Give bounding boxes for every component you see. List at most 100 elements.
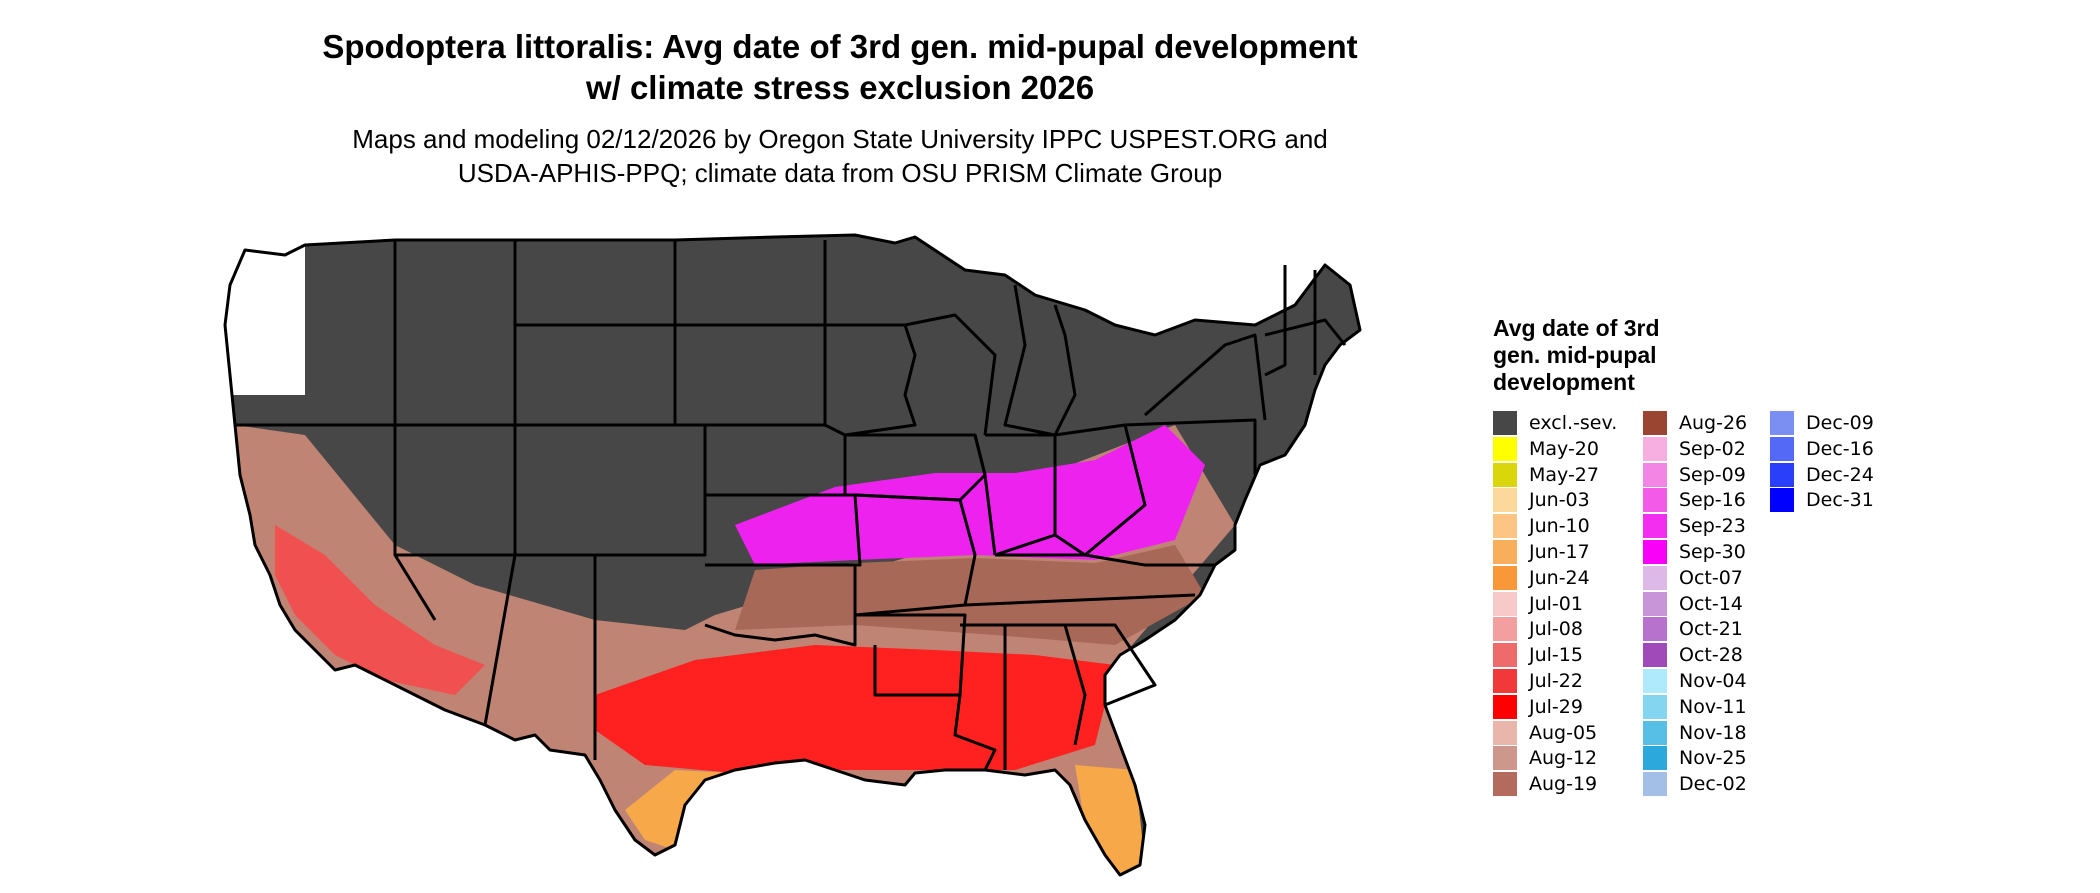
border-tennessee	[964, 593, 1196, 607]
legend-swatch	[1643, 436, 1667, 461]
map-title-line2: w/ climate stress exclusion 2026	[585, 69, 1095, 106]
legend-label: Aug-26	[1679, 412, 1748, 434]
desert-southwest-band	[275, 525, 485, 695]
state-borders	[223, 233, 1362, 877]
legend-swatch	[1493, 643, 1517, 668]
legend-item: May-20	[1493, 436, 1599, 462]
legend-swatch	[1493, 617, 1517, 642]
legend-label: Aug-05	[1529, 721, 1598, 744]
border-ohio-west-virginia	[1054, 423, 1147, 557]
southern-summer-band	[595, 645, 1115, 773]
legend-item: Jun-03	[1493, 487, 1590, 513]
legend-item: Jul-01	[1493, 591, 1583, 617]
legend-swatch	[1493, 772, 1517, 797]
legend-swatch	[1643, 540, 1667, 564]
border-illinois-indiana	[973, 434, 997, 556]
legend-swatch	[1493, 591, 1517, 616]
legend-item: May-27	[1493, 462, 1599, 488]
legend-swatch	[1643, 746, 1667, 771]
legend-item: Dec-09	[1770, 410, 1874, 436]
border-louisiana	[875, 693, 997, 771]
legend-swatch	[1643, 694, 1667, 719]
legend-item: Jul-08	[1493, 616, 1583, 642]
legend-item: Nov-11	[1643, 694, 1747, 720]
border-indiana-ohio	[985, 433, 1057, 557]
legend-item: Oct-21	[1643, 616, 1743, 642]
legend-item: Oct-07	[1643, 565, 1743, 591]
legend-item: Jul-22	[1493, 668, 1583, 694]
legend-label: Oct-07	[1679, 566, 1743, 589]
legend-label: excl.-sev.	[1529, 412, 1618, 434]
legend-swatch	[1643, 669, 1667, 693]
legend-item: Nov-04	[1643, 668, 1747, 694]
legend-label: Jul-22	[1529, 670, 1583, 692]
legend-label: Jul-01	[1529, 592, 1583, 615]
legend-swatch	[1643, 411, 1667, 435]
northern-development-band	[735, 425, 1205, 565]
florida-band	[1075, 765, 1145, 875]
us-map	[223, 233, 1362, 877]
legend-label: Dec-31	[1806, 489, 1874, 512]
legend-swatch	[1493, 462, 1517, 487]
legend-swatch	[1643, 591, 1667, 616]
legend-title-line: development	[1493, 369, 1635, 395]
legend-item: Aug-26	[1643, 410, 1747, 436]
legend-swatch	[1493, 411, 1517, 435]
border-vermont-new-hampshire	[1264, 265, 1287, 377]
border-michigan	[1003, 284, 1077, 437]
legend-label: Jul-29	[1529, 695, 1583, 718]
border-pennsylvania	[1124, 418, 1257, 475]
us-outline	[223, 233, 1362, 877]
legend-label: Dec-02	[1679, 773, 1747, 796]
border-minnesota	[825, 323, 917, 437]
legend-label: Nov-18	[1679, 721, 1747, 744]
border-arizona-new-mexico	[483, 554, 517, 726]
legend-label: Jun-10	[1529, 515, 1590, 538]
legend-label: Nov-04	[1679, 670, 1747, 692]
legend-label: Sep-16	[1679, 489, 1746, 512]
legend-item: Dec-02	[1643, 771, 1747, 797]
border-kentucky-virginia	[995, 553, 1215, 567]
legend-item: Dec-16	[1770, 436, 1874, 462]
legend-swatch	[1493, 746, 1517, 771]
legend-label: Aug-19	[1529, 773, 1598, 796]
legend-swatch	[1493, 514, 1517, 539]
legend-item: excl.-sev.	[1493, 410, 1617, 436]
border-new-york	[1144, 333, 1267, 421]
legend-item: Aug-12	[1493, 745, 1597, 771]
legend-swatch	[1770, 436, 1794, 461]
legend-item: Nov-18	[1643, 720, 1747, 746]
legend-label: Aug-12	[1529, 747, 1598, 770]
legend-item: Aug-05	[1493, 720, 1597, 746]
legend-label: Nov-25	[1679, 747, 1747, 770]
map-subtitle-line2: USDA-APHIS-PPQ; climate data from OSU PR…	[457, 158, 1223, 188]
legend-swatch	[1770, 411, 1794, 435]
map-title: Spodoptera littoralis: Avg date of 3rd g…	[0, 26, 1680, 108]
legend-swatch	[1643, 617, 1667, 642]
legend-swatch	[1643, 720, 1667, 745]
legend-label: Dec-16	[1806, 437, 1874, 460]
legend-item: Oct-28	[1643, 642, 1743, 668]
legend-swatch	[1493, 565, 1517, 590]
legend-label: Dec-24	[1806, 463, 1874, 486]
legend-title-line: gen. mid-pupal	[1493, 342, 1657, 368]
legend-swatch	[1643, 643, 1667, 668]
legend-label: May-20	[1529, 437, 1599, 460]
legend-label: Jun-17	[1529, 541, 1590, 563]
legend-swatch	[1770, 488, 1794, 513]
border-oklahoma	[704, 563, 857, 647]
legend-swatch	[1493, 720, 1517, 745]
legend-label: Sep-30	[1679, 541, 1746, 563]
legend-item: Jun-17	[1493, 539, 1590, 565]
legend-swatch	[1493, 669, 1517, 693]
legend-item: Sep-23	[1643, 513, 1746, 539]
legend-item: Sep-30	[1643, 539, 1746, 565]
legend-item: Oct-14	[1643, 591, 1743, 617]
legend-label: Sep-09	[1679, 463, 1746, 486]
legend-label: May-27	[1529, 463, 1599, 486]
border-missouri	[854, 493, 977, 617]
legend-title-line: Avg date of 3rd	[1493, 315, 1660, 341]
map-subtitle: Maps and modeling 02/12/2026 by Oregon S…	[0, 122, 1680, 190]
legend-item: Sep-16	[1643, 487, 1746, 513]
legend-label: Nov-11	[1679, 695, 1747, 718]
